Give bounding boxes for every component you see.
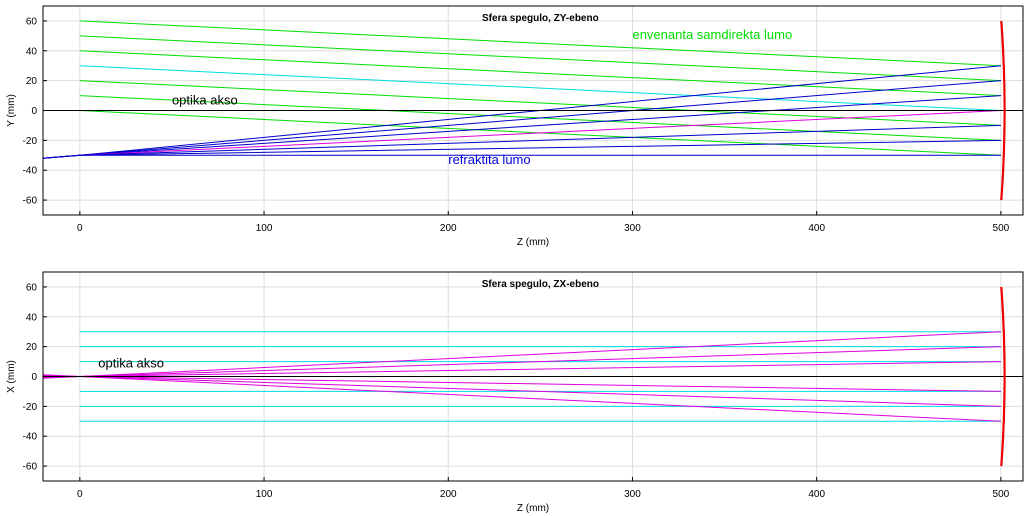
- y-tick-label: 40: [26, 312, 38, 323]
- x-tick-label: 100: [256, 489, 273, 500]
- x-tick-label: 100: [256, 223, 273, 234]
- x-tick-label: 400: [808, 223, 825, 234]
- mirror-arc: [1000, 20, 1006, 201]
- y-tick-label: 60: [26, 282, 38, 293]
- annotation-label: envenanta samdirekta lumo: [632, 27, 792, 42]
- y-tick-label: -40: [23, 432, 38, 443]
- y-tick-label: 40: [26, 46, 38, 57]
- reflected-ray: [42, 65, 1001, 159]
- annotation-label: optika akso: [172, 93, 238, 108]
- chart-title: Sfera spegulo, ZY-ebeno: [482, 13, 599, 24]
- x-axis-label: Z (mm): [517, 503, 549, 514]
- x-tick-label: 400: [808, 489, 825, 500]
- reflected-ray: [42, 346, 1001, 379]
- tick-labels: 0 100 200 300 400 500 -60 -40 -20 0 20 40 60: [23, 16, 1010, 234]
- y-tick-label: -20: [23, 136, 38, 147]
- y-axis-label: X (mm): [6, 360, 17, 393]
- zy-plane-panel: 0 100 200 300 400 500 -60 -40 -20 0 20 40 60 Sfera s…: [6, 5, 1024, 248]
- y-tick-label: 0: [31, 372, 37, 383]
- y-tick-label: 60: [26, 16, 38, 27]
- x-axis-label: Z (mm): [517, 237, 549, 248]
- x-tick-label: 500: [993, 223, 1010, 234]
- x-tick-label: 0: [77, 489, 83, 500]
- mirror-arc: [1000, 286, 1006, 467]
- y-tick-label: -40: [23, 166, 38, 177]
- mirror-curve: [1000, 20, 1006, 201]
- reflected-ray: [42, 154, 1001, 159]
- incident-ray: [79, 50, 1001, 97]
- zx-plane-panel: 0 100 200 300 400 500 -60 -40 -20 0 20 40 60 Sfera s…: [6, 271, 1024, 514]
- y-tick-label: 20: [26, 342, 38, 353]
- incident-ray: [79, 20, 1001, 67]
- reflected-ray: [42, 361, 1001, 378]
- y-axis-label: Y (mm): [6, 94, 17, 127]
- y-tick-label: 20: [26, 76, 38, 87]
- ray-lines: [42, 20, 1023, 159]
- chart-title: Sfera spegulo, ZX-ebeno: [482, 279, 599, 290]
- incident-ray: [79, 35, 1001, 82]
- annotations: envenanta samdirekta lumo optika akso refr…: [172, 27, 792, 167]
- annotations: optika akso: [98, 356, 164, 371]
- reflected-ray: [42, 374, 1001, 422]
- mirror-curve: [1000, 286, 1006, 467]
- reflected_marginal-ray: [42, 110, 1001, 159]
- x-tick-label: 300: [624, 223, 641, 234]
- annotation-label: optika akso: [98, 356, 164, 371]
- incident_marginal-ray: [79, 65, 1001, 111]
- x-tick-label: 300: [624, 489, 641, 500]
- reflected-ray: [42, 374, 1001, 407]
- reflected-ray: [42, 331, 1001, 379]
- y-tick-label: -60: [23, 462, 38, 473]
- annotation-label: refraktita lumo: [448, 152, 530, 167]
- x-tick-label: 0: [77, 223, 83, 234]
- x-tick-label: 200: [440, 489, 457, 500]
- x-tick-label: 200: [440, 223, 457, 234]
- ray-lines: [42, 331, 1023, 422]
- x-tick-label: 500: [993, 489, 1010, 500]
- reflected-ray: [42, 375, 1001, 392]
- y-tick-label: -20: [23, 402, 38, 413]
- y-tick-label: 0: [31, 106, 37, 117]
- y-tick-label: -60: [23, 196, 38, 207]
- tick-labels: 0 100 200 300 400 500 -60 -40 -20 0 20 40 60: [23, 282, 1010, 500]
